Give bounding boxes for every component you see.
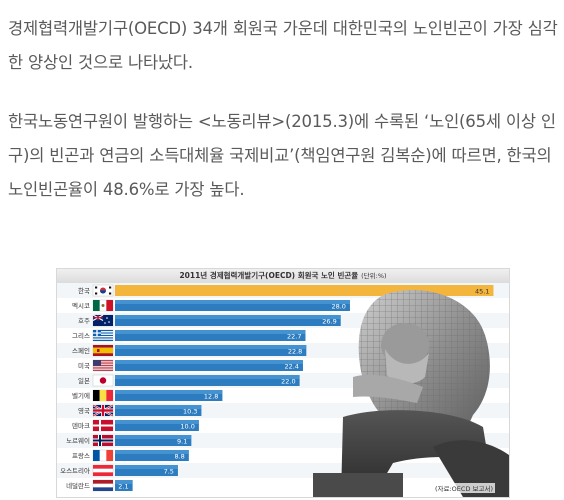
category-label: 호주 (78, 317, 90, 325)
australia-flag-icon (92, 314, 114, 327)
value-label: 7.5 (164, 468, 174, 476)
bar-highlight (115, 420, 199, 424)
france-flag-icon (92, 449, 114, 462)
bar (115, 480, 133, 491)
category-label: 오스트리아 (60, 466, 90, 475)
value-label: 8.8 (174, 453, 184, 461)
value-label: 22.4 (284, 363, 298, 371)
category-label: 미국 (78, 361, 90, 370)
chart-row: 그리스 22.7 (72, 329, 306, 342)
category-label: 프랑스 (72, 452, 90, 460)
value-label: 22.0 (281, 378, 295, 386)
chart-row: 프랑스 8.8 (72, 449, 189, 462)
bar-highlight (115, 390, 223, 394)
elderly-man-photo (313, 289, 509, 497)
value-label: 22.8 (288, 348, 302, 356)
spain-flag-icon (92, 344, 114, 357)
bar (115, 360, 303, 371)
value-label: 26.9 (322, 318, 336, 326)
chart-row: 덴마크 10.0 (72, 419, 199, 432)
value-label: 9.1 (177, 438, 187, 446)
value-label: 28.0 (331, 303, 345, 311)
bar (115, 465, 178, 476)
category-label: 노르웨이 (66, 436, 90, 445)
chart-row: 미국 22.4 (78, 359, 303, 372)
bar (115, 330, 306, 341)
poverty-rate-infographic: 2011년 경제협력개발기구(OECD) 회원국 노인 빈곤율 (단위:%) 한국… (56, 268, 510, 498)
korea-flag-icon (92, 284, 114, 297)
value-label: 12.8 (204, 393, 218, 401)
bar (115, 390, 223, 401)
bar-highlight (115, 435, 192, 439)
netherlands-flag-icon (92, 479, 114, 492)
category-label: 한국 (78, 287, 90, 295)
bar-highlight (115, 465, 178, 469)
figure-title-text: 2011년 경제협력개발기구(OECD) 회원국 노인 빈곤율 (179, 271, 359, 280)
bar-highlight (115, 405, 202, 409)
austria-flag-icon (92, 464, 114, 477)
belgium-flag-icon (92, 389, 114, 402)
greece-flag-icon (92, 329, 114, 342)
category-label: 스페인 (72, 346, 90, 355)
value-label: 10.0 (180, 423, 194, 431)
bar-highlight (115, 450, 189, 454)
bar (115, 435, 192, 446)
paragraph-report: 한국노동연구원이 발행하는 <노동리뷰>(2015.3)에 수록된 ‘노인(65… (8, 112, 556, 199)
mexico-flag-icon (92, 299, 114, 312)
category-label: 덴마크 (72, 421, 90, 430)
bar (115, 345, 307, 356)
paragraph-intro: 경제협력개발기구(OECD) 34개 회원국 가운데 대한민국의 노인빈곤이 가… (8, 19, 558, 72)
chart-row: 멕시코 28.0 (72, 299, 350, 312)
figure-source: (자료:OECD 보고서) (433, 483, 495, 493)
uk-flag-icon (92, 404, 114, 417)
usa-flag-icon (92, 359, 114, 372)
bar-highlight (115, 345, 307, 349)
bar (115, 420, 199, 431)
chart-row: 벨기에 12.8 (72, 389, 223, 402)
bar (115, 405, 202, 416)
denmark-flag-icon (92, 419, 114, 432)
japan-flag-icon (92, 374, 114, 387)
value-label: 45.1 (475, 288, 489, 296)
category-label: 일본 (78, 376, 90, 385)
bar-highlight (115, 360, 303, 364)
category-label: 영국 (78, 406, 90, 415)
value-label: 22.7 (287, 333, 301, 341)
bar (115, 375, 300, 386)
bar-highlight (115, 300, 350, 304)
category-label: 벨기에 (72, 391, 90, 400)
bar (115, 300, 350, 311)
bar-highlight (115, 330, 306, 334)
figure-unit: (단위:%) (361, 272, 387, 280)
category-label: 멕시코 (72, 301, 90, 310)
value-label: 2.1 (118, 483, 128, 491)
bar-highlight (115, 480, 133, 484)
bar (115, 315, 341, 326)
figure-title: 2011년 경제협력개발기구(OECD) 회원국 노인 빈곤율 (단위:%) (57, 269, 509, 284)
norway-flag-icon (92, 434, 114, 447)
bar (115, 285, 494, 296)
category-label: 그리스 (72, 331, 90, 340)
category-label: 네덜란드 (66, 481, 90, 490)
bar-highlight (115, 315, 341, 319)
chart-row: 네덜란드 2.1 (66, 479, 133, 492)
bar-highlight (115, 375, 300, 379)
value-label: 10.3 (183, 408, 197, 416)
bar (115, 450, 189, 461)
